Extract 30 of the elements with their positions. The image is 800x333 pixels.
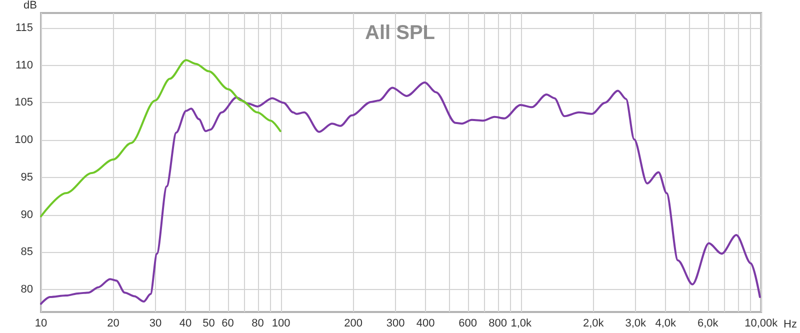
x-tick-label: 4,0k	[655, 318, 677, 330]
x-tick-label: 800	[488, 318, 508, 330]
x-tick-label: 100	[272, 318, 290, 330]
x-axis-title: Hz	[784, 318, 798, 330]
x-tick-label: 400	[416, 318, 435, 330]
y-tick-label: 110	[15, 59, 33, 72]
x-tick-label: 50	[202, 318, 215, 330]
y-tick-label: 80	[20, 284, 33, 296]
x-tick-label: 600	[458, 318, 478, 330]
x-tick-label: 80	[252, 318, 264, 330]
x-tick-label: 60	[222, 318, 234, 330]
y-tick-label: 105	[14, 96, 33, 109]
x-tick-label: 2,0k	[582, 318, 604, 330]
x-tick-label: 10,00k	[744, 318, 778, 330]
chart-title: All SPL	[364, 22, 436, 44]
x-tick-label: 200	[344, 318, 362, 330]
x-tick-label: 300	[386, 318, 405, 330]
y-tick-label: 95	[20, 171, 33, 184]
x-tick-label: 30	[149, 318, 162, 330]
y-axis-title: dB	[24, 0, 37, 12]
x-tick-label: 1,0k	[510, 318, 532, 330]
y-tick-label: 85	[20, 246, 33, 258]
y-tick-label: 100	[14, 134, 33, 146]
x-tick-label: 20	[107, 318, 120, 330]
y-tick-label: 115	[15, 22, 33, 34]
x-tick-label: 10	[34, 318, 48, 330]
x-tick-label: 6,0k	[697, 318, 719, 330]
x-tick-label: 3,0k	[625, 318, 647, 330]
y-tick-label: 90	[20, 208, 33, 221]
x-tick-label: 40	[179, 318, 192, 330]
